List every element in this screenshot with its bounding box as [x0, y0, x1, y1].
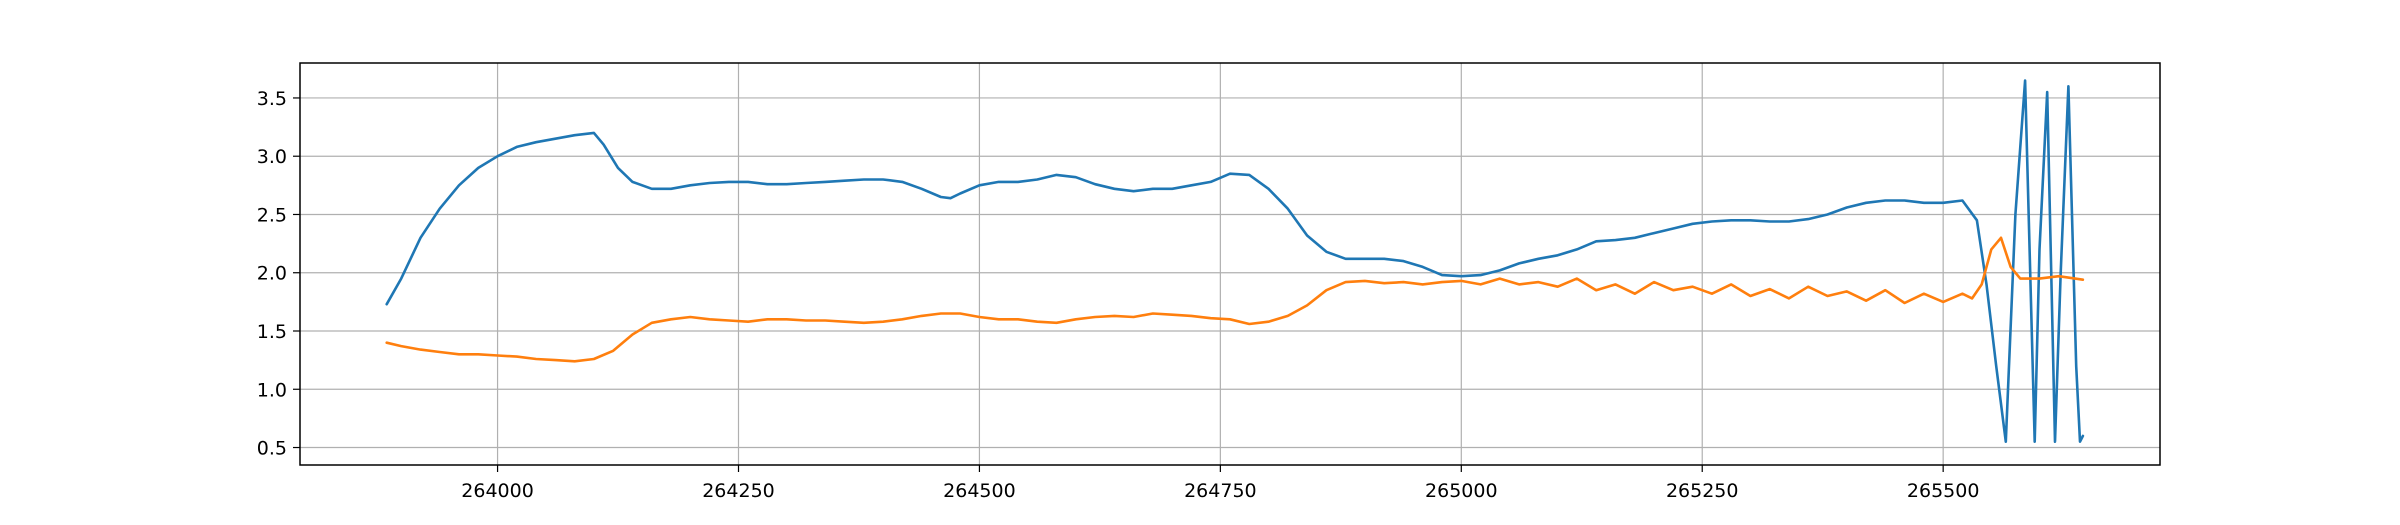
y-tick-label: 3.0: [257, 146, 287, 168]
x-tick-label: 265000: [1425, 480, 1498, 502]
axis-ticks: 264000 264250 264500 264750 265000 265250 2655…: [257, 88, 1980, 502]
y-tick-label: 3.5: [257, 88, 287, 110]
y-tick-label: 2.5: [257, 204, 287, 226]
series-line-2: [385, 236, 2085, 363]
x-tick-label: 265500: [1907, 480, 1980, 502]
grid: [300, 63, 2160, 465]
x-tick-label: 264500: [943, 480, 1016, 502]
series-line-1: [385, 79, 2085, 444]
plot-frame: [299, 62, 2161, 466]
plot-area: [300, 63, 2160, 465]
x-tick-label: 264250: [702, 480, 775, 502]
y-tick-label: 1.5: [257, 321, 287, 343]
x-tick-label: 264750: [1184, 480, 1257, 502]
series-group: [385, 79, 2085, 444]
y-tick-label: 0.5: [257, 438, 287, 460]
y-tick-label: 1.0: [257, 379, 287, 401]
x-tick-label: 265250: [1666, 480, 1739, 502]
y-tick-label: 2.0: [257, 263, 287, 285]
x-tick-label: 264000: [461, 480, 534, 502]
